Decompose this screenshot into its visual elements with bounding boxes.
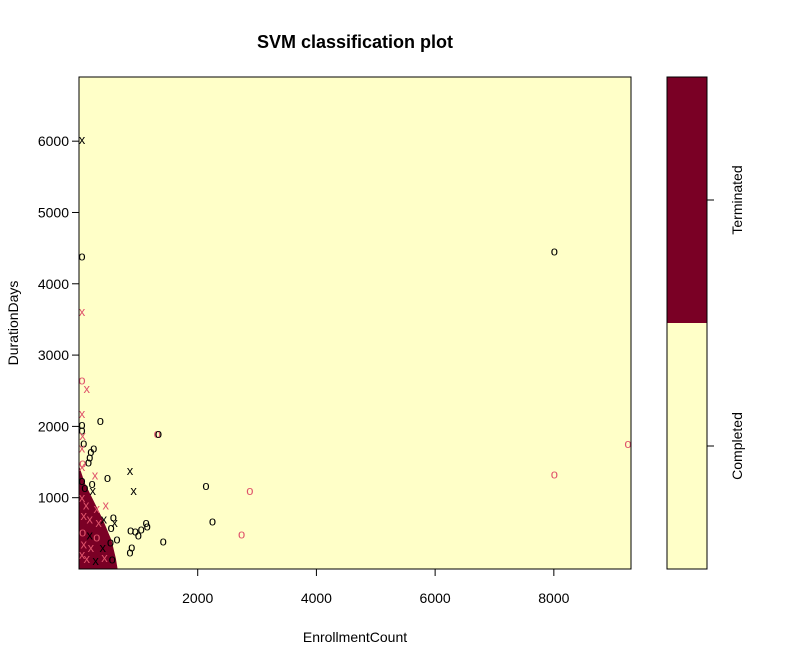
data-point: o: [107, 520, 114, 535]
data-point: x: [83, 551, 90, 566]
x-axis: 2000 4000 6000 8000: [182, 569, 570, 606]
data-point: o: [97, 413, 104, 428]
data-point: o: [104, 470, 111, 485]
data-point: x: [86, 512, 93, 527]
data-point: x: [94, 501, 101, 516]
data-point: o: [85, 455, 92, 470]
data-point: o: [127, 522, 134, 537]
x-tick-label: 2000: [182, 590, 213, 606]
data-point: o: [78, 417, 85, 432]
x-tick-label: 8000: [538, 590, 569, 606]
color-key: Terminated Completed: [666, 76, 745, 570]
data-point: o: [79, 524, 86, 539]
data-point: o: [624, 436, 631, 451]
data-point: o: [238, 527, 245, 542]
data-point: x: [101, 550, 108, 565]
data-point: x: [99, 540, 106, 555]
y-axis-label: DurationDays: [5, 281, 21, 366]
data-point: x: [127, 463, 134, 478]
data-point: o: [138, 522, 145, 537]
data-point: x: [79, 547, 86, 562]
data-point: o: [90, 440, 97, 455]
data-point: o: [93, 529, 100, 544]
y-axis: 1000 2000 3000 4000 5000 6000: [38, 133, 79, 506]
data-point: x: [79, 459, 86, 474]
data-point: x: [80, 537, 87, 552]
data-point: x: [79, 304, 86, 319]
data-point: o: [551, 467, 558, 482]
data-point: o: [110, 509, 117, 524]
data-point: x: [92, 553, 99, 568]
y-tick-label: 4000: [38, 276, 69, 292]
plot-background: [79, 77, 631, 569]
data-point: o: [135, 527, 142, 542]
y-tick-label: 2000: [38, 418, 69, 434]
color-key-label-completed: Completed: [729, 412, 745, 480]
data-point: o: [126, 544, 133, 559]
data-point: x: [101, 512, 108, 527]
data-point: x: [130, 483, 137, 498]
data-point: o: [79, 455, 86, 470]
y-tick-label: 6000: [38, 133, 69, 149]
color-key-frame: [666, 76, 708, 570]
data-point: o: [86, 450, 93, 465]
color-key-terminated: [667, 77, 707, 323]
data-point: x: [92, 467, 99, 482]
data-point: o: [81, 480, 88, 495]
data-point: o: [113, 532, 120, 547]
terminated-decision-region: [79, 465, 118, 569]
plot-frame: [78, 76, 632, 570]
data-point: o: [246, 483, 253, 498]
data-point: x: [79, 406, 86, 421]
data-point: o: [109, 552, 116, 567]
data-point: o: [78, 473, 85, 488]
data-point: x: [83, 381, 90, 396]
data-point: o: [142, 515, 149, 530]
data-point: o: [132, 524, 139, 539]
data-point: o: [78, 373, 85, 388]
data-point: o: [155, 426, 162, 441]
data-point: x: [89, 483, 96, 498]
data-point: o: [87, 444, 94, 459]
data-point: x: [111, 515, 118, 530]
data-point: x: [79, 132, 86, 147]
y-tick-label: 3000: [38, 347, 69, 363]
x-tick-label: 4000: [301, 590, 332, 606]
data-point: o: [78, 249, 85, 264]
data-point: o: [551, 244, 558, 259]
color-key-completed: [667, 323, 707, 569]
data-point: x: [79, 428, 86, 443]
data-point: x: [102, 497, 109, 512]
data-point: o: [144, 519, 151, 534]
data-point: o: [202, 478, 209, 493]
data-point: o: [107, 534, 114, 549]
chart-title: SVM classification plot: [257, 32, 453, 52]
x-axis-label: EnrollmentCount: [303, 629, 407, 645]
data-point: x: [95, 515, 102, 530]
data-point: x: [86, 527, 93, 542]
data-point: x: [79, 490, 86, 505]
data-point: x: [80, 508, 87, 523]
y-tick-label: 5000: [38, 204, 69, 220]
color-key-label-terminated: Terminated: [729, 165, 745, 234]
y-tick-label: 1000: [38, 490, 69, 506]
data-point: o: [154, 426, 161, 441]
data-point: x: [79, 440, 86, 455]
data-point: x: [83, 497, 90, 512]
data-point: x: [88, 540, 95, 555]
data-point: o: [209, 514, 216, 529]
data-point: o: [160, 534, 167, 549]
data-point: o: [128, 539, 135, 554]
data-point: o: [78, 423, 85, 438]
data-point: o: [88, 476, 95, 491]
x-tick-label: 6000: [420, 590, 451, 606]
data-point: o: [80, 435, 87, 450]
